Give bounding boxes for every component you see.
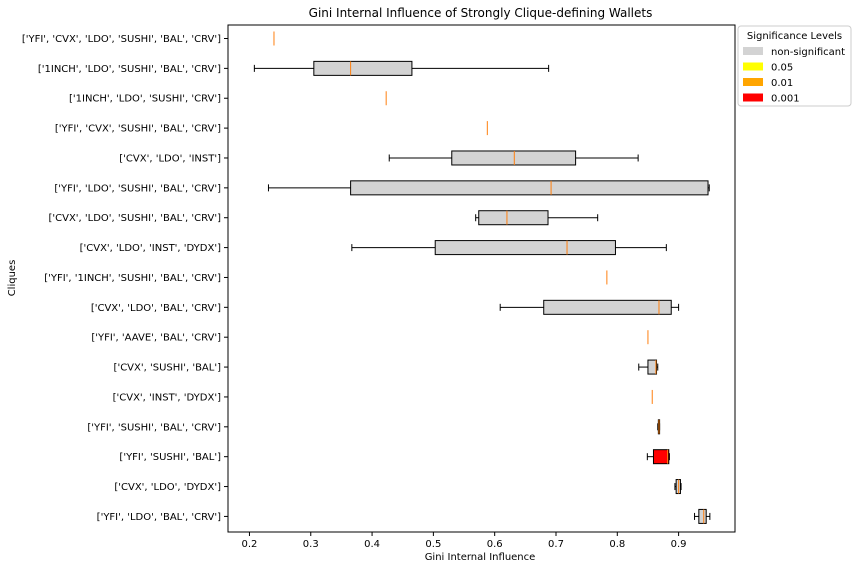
y-tick-label: ['CVX', 'INST', 'DYDX'] (113, 392, 221, 403)
legend-label: 0.05 (771, 63, 793, 74)
box-group: ['CVX', 'LDO', 'DYDX'] (114, 479, 682, 495)
legend-label: 0.01 (771, 78, 793, 89)
box-group: ['CVX', 'LDO', 'INST', 'DYDX'] (80, 240, 667, 256)
iqr-box (698, 508, 707, 524)
y-tick-label: ['YFI', 'CVX', 'SUSHI', 'BAL', 'CRV'] (55, 124, 221, 135)
y-axis-title: Cliques (7, 260, 18, 297)
y-tick-label: ['1INCH', 'LDO', 'SUSHI', 'BAL', 'CRV'] (38, 64, 221, 75)
box-group: ['1INCH', 'LDO', 'SUSHI', 'CRV'] (69, 91, 387, 106)
iqr-box (350, 180, 709, 196)
legend-swatch (743, 78, 763, 86)
y-tick-label: ['CVX', 'LDO', 'BAL', 'CRV'] (91, 303, 221, 314)
box-group: ['CVX', 'INST', 'DYDX'] (113, 389, 653, 404)
y-tick-label: ['CVX', 'LDO', 'SUSHI', 'BAL', 'CRV'] (48, 213, 221, 224)
x-tick-label: 0.2 (242, 539, 258, 550)
y-tick-label: ['CVX', 'SUSHI', 'BAL'] (114, 363, 222, 374)
iqr-box (451, 150, 577, 166)
iqr-box (478, 210, 549, 226)
box-group: ['YFI', 'LDO', 'SUSHI', 'BAL', 'CRV'] (54, 180, 710, 196)
box-group: ['YFI', 'CVX', 'SUSHI', 'BAL', 'CRV'] (55, 121, 488, 136)
x-tick-label: 0.5 (425, 539, 441, 550)
box-group: ['1INCH', 'LDO', 'SUSHI', 'BAL', 'CRV'] (38, 60, 550, 76)
box-group: ['CVX', 'LDO', 'INST'] (119, 150, 639, 166)
y-tick-label: ['CVX', 'LDO', 'INST'] (119, 153, 221, 164)
iqr-box (313, 60, 413, 76)
y-tick-label: ['YFI', '1INCH', 'SUSHI', 'BAL', 'CRV'] (44, 273, 221, 284)
y-tick-label: ['YFI', 'LDO', 'SUSHI', 'BAL', 'CRV'] (54, 183, 221, 194)
box-group: ['CVX', 'LDO', 'SUSHI', 'BAL', 'CRV'] (48, 210, 599, 226)
x-tick-label: 0.8 (609, 539, 625, 550)
y-tick-label: ['YFI', 'AAVE', 'BAL', 'CRV'] (91, 333, 221, 344)
legend-frame (737, 25, 852, 107)
legend-title: Significance Levels (747, 31, 842, 42)
box-group: ['YFI', 'LDO', 'BAL', 'CRV'] (97, 508, 711, 524)
x-tick-label: 0.6 (487, 539, 503, 550)
y-tick-label: ['YFI', 'LDO', 'BAL', 'CRV'] (97, 512, 221, 523)
plot-frame (227, 24, 736, 533)
iqr-box (434, 240, 616, 256)
box-group: ['YFI', 'CVX', 'LDO', 'SUSHI', 'BAL', 'C… (22, 31, 275, 46)
box-group: ['YFI', 'SUSHI', 'BAL', 'CRV'] (87, 419, 661, 435)
iqr-box (647, 359, 658, 375)
plot-area: 0.2 0.3 0.4 0.5 0.6 0.7 0.8 0.9 ['YFI', 'CVX', '… (22, 31, 711, 550)
legend-label: 0.001 (771, 94, 800, 105)
y-tick-label: ['CVX', 'LDO', 'INST', 'DYDX'] (80, 243, 221, 254)
y-tick-label: ['CVX', 'LDO', 'DYDX'] (114, 482, 221, 493)
x-tick-label: 0.4 (364, 539, 380, 550)
chart-title: Gini Internal Influence of Strongly Cliq… (309, 6, 653, 20)
y-tick-label: ['YFI', 'SUSHI', 'BAL', 'CRV'] (87, 422, 221, 433)
x-axis-title: Gini Internal Influence (425, 552, 536, 563)
legend: Significance Levels non-significant 0.05 0… (737, 25, 852, 107)
box-group: ['YFI', '1INCH', 'SUSHI', 'BAL', 'CRV'] (44, 270, 608, 285)
iqr-box (652, 449, 670, 465)
iqr-box (543, 299, 672, 315)
x-tick-label: 0.3 (303, 539, 319, 550)
box-group: ['YFI', 'SUSHI', 'BAL'] (119, 449, 670, 465)
x-tick-label: 0.7 (548, 539, 564, 550)
box-group: ['YFI', 'AAVE', 'BAL', 'CRV'] (91, 330, 649, 345)
legend-label: non-significant (771, 47, 845, 58)
legend-swatch (743, 93, 763, 102)
x-tick-label: 0.9 (671, 539, 687, 550)
y-tick-label: ['YFI', 'SUSHI', 'BAL'] (119, 452, 221, 463)
box-group: ['CVX', 'SUSHI', 'BAL'] (114, 359, 659, 375)
y-tick-label: ['YFI', 'CVX', 'LDO', 'SUSHI', 'BAL', 'C… (22, 34, 221, 45)
box-group: ['CVX', 'LDO', 'BAL', 'CRV'] (91, 299, 680, 315)
legend-swatch (743, 62, 763, 71)
y-tick-label: ['1INCH', 'LDO', 'SUSHI', 'CRV'] (69, 94, 221, 105)
legend-swatch (743, 47, 763, 55)
